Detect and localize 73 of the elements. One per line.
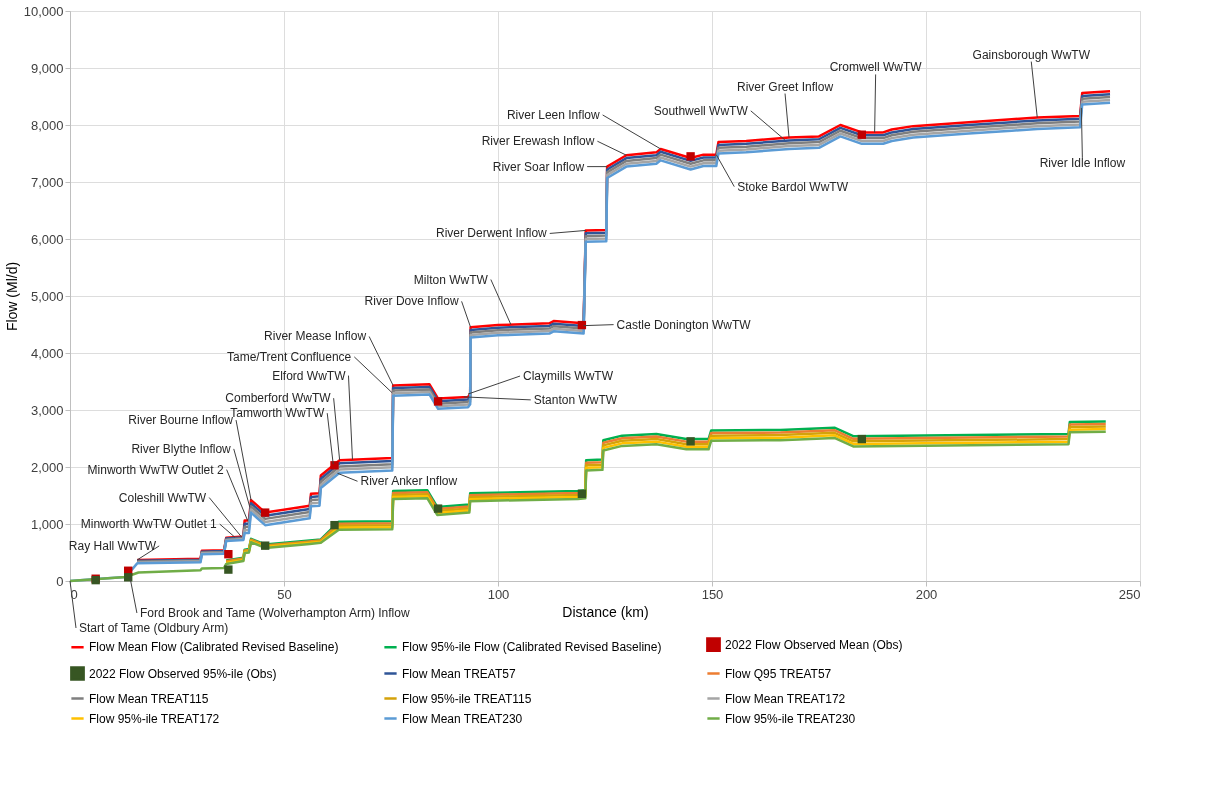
annotation: Cromwell WwTW <box>829 60 923 75</box>
legend-label: Flow Q95 TREAT57 <box>725 666 832 681</box>
y-axis-title: Flow (Ml/d) <box>3 261 20 332</box>
y-tick-label: 10,000 <box>23 3 64 19</box>
y-tick-label: 0 <box>56 573 64 589</box>
legend-label: 2022 Flow Observed 95%-ile (Obs) <box>89 666 277 681</box>
x-tick-label: 250 <box>1118 586 1141 602</box>
y-tick-label: 9,000 <box>30 60 64 76</box>
point <box>260 508 270 517</box>
x-tick-label: 50 <box>277 586 292 602</box>
point <box>686 437 695 446</box>
y-tick-label: 3,000 <box>30 402 64 418</box>
point <box>686 152 695 161</box>
legend-label: Flow Mean Flow (Calibrated Revised Baseline) <box>89 640 339 655</box>
point <box>224 550 233 559</box>
legend-label: Flow Mean TREAT57 <box>402 666 516 681</box>
x-tick-label: 100 <box>487 586 510 602</box>
annotation: Coleshill WwTW <box>118 490 207 505</box>
annotation: Stanton WwTW <box>533 392 618 407</box>
legend-label: Flow Mean TREAT172 <box>725 691 846 706</box>
annotation: River Blythe Inflow <box>131 441 232 456</box>
annotation: Milton WwTW <box>413 272 489 287</box>
x-tick-label: 200 <box>915 586 938 602</box>
annotation: Ray Hall WwTW <box>68 538 157 553</box>
annotation: River Idle Inflow <box>1039 155 1126 170</box>
annotation: River Greet Inflow <box>737 79 834 94</box>
y-tick-label: 2,000 <box>30 459 64 475</box>
annotation: River Soar Inflow <box>492 159 585 174</box>
annotation: River Bourne Inflow <box>128 413 234 428</box>
annotation: Minworth WwTW Outlet 1 <box>80 517 218 532</box>
annotation: River Derwent Inflow <box>436 226 548 241</box>
annotation: Elford WwTW <box>272 368 347 383</box>
y-tick-label: 8,000 <box>30 117 64 133</box>
legend-label: Flow 95%-ile TREAT172 <box>89 711 220 726</box>
annotation: Claymills WwTW <box>523 369 614 384</box>
point <box>330 461 339 470</box>
point <box>330 520 339 530</box>
legend-label: 2022 Flow Observed Mean (Obs) <box>725 637 903 652</box>
point <box>857 434 866 444</box>
legend-label: Flow Mean TREAT115 <box>89 691 209 706</box>
line-series <box>68 430 1108 583</box>
point <box>577 489 587 498</box>
legend-label: Flow 95%-ile TREAT115 <box>402 691 532 706</box>
annotation: Gainsborough WwTW <box>972 47 1091 62</box>
y-tick-label: 4,000 <box>30 345 64 361</box>
annotation: River Anker Inflow <box>360 474 458 489</box>
annotation: Start of Tame (Oldbury Arm) <box>79 621 229 635</box>
y-tick-label: 6,000 <box>30 231 64 247</box>
x-tick-label: 0 <box>70 586 78 602</box>
annotation: River Mease Inflow <box>264 329 367 344</box>
x-axis-title: Distance (km) <box>562 603 649 620</box>
annotation: Tame/Trent Confluence <box>226 349 352 364</box>
annotation: Stoke Bardol WwTW <box>737 179 849 194</box>
annotation: Southwell WwTW <box>653 103 749 118</box>
legend-label: Flow Mean TREAT230 <box>402 711 523 726</box>
annotation: Ford Brook and Tame (Wolverhampton Arm) Inflow <box>139 606 410 621</box>
point <box>224 565 233 574</box>
point <box>857 130 866 139</box>
annotation: Minworth WwTW Outlet 2 <box>87 462 224 477</box>
annotation: Castle Donington WwTW <box>616 317 752 332</box>
legend-label: Flow 95%-ile Flow (Calibrated Revised Baseline) <box>402 640 662 655</box>
point <box>433 397 443 406</box>
annotation: Comberford WwTW <box>225 391 332 406</box>
y-tick-label: 1,000 <box>30 516 64 532</box>
y-tick-label: 5,000 <box>30 288 64 304</box>
point <box>433 504 443 513</box>
point <box>260 541 270 550</box>
annotation: River Leen Inflow <box>506 107 600 122</box>
annotation: River Erewash Inflow <box>481 134 595 149</box>
x-tick-label: 150 <box>701 586 724 602</box>
annotation: River Dove Inflow <box>364 294 459 309</box>
y-tick-label: 7,000 <box>30 174 64 190</box>
legend-label: Flow 95%-ile TREAT230 <box>725 711 856 726</box>
